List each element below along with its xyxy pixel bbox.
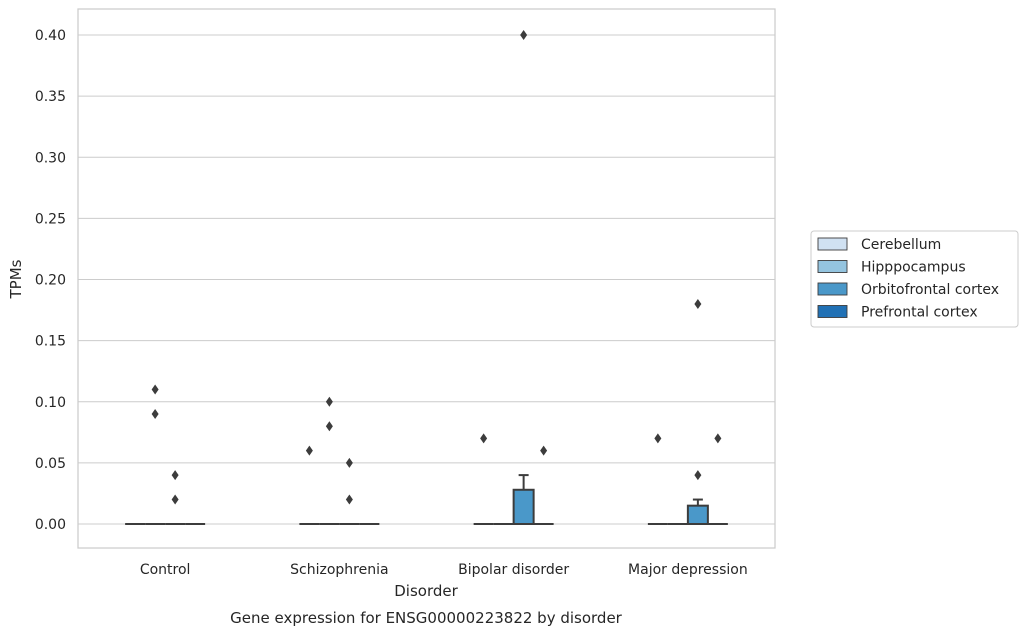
- x-tick-label: Bipolar disorder: [458, 562, 569, 578]
- legend-swatch: [817, 237, 848, 251]
- plot-frame: [77, 8, 776, 549]
- legend-entry-label: Prefrontal cortex: [861, 305, 978, 321]
- outlier-point: [520, 30, 528, 40]
- outlier-point: [171, 470, 179, 481]
- x-axis-ticks: Control Schizophrenia Bipolar disorder Majo…: [140, 562, 748, 578]
- outlier-point: [480, 433, 488, 444]
- legend-entry-label: Cerebellum: [861, 237, 941, 253]
- box: [686, 504, 709, 526]
- outlier-point: [540, 445, 548, 456]
- y-axis-ticks: 0.00 0.05 0.10 0.15 0.20 0.25 0.30 0.35 0.40: [35, 28, 66, 533]
- legend-swatch: [817, 305, 848, 318]
- legend-frame: [810, 230, 1019, 328]
- y-tick-label: 0.00: [35, 517, 66, 533]
- box: [512, 488, 535, 525]
- x-tick-label: Major depression: [628, 562, 748, 578]
- plot-data: [125, 30, 728, 526]
- x-axis-label: Disorder: [394, 582, 458, 600]
- outlier-point: [325, 421, 333, 432]
- x-tick-label: Schizophrenia: [290, 562, 388, 578]
- y-tick-label: 0.20: [35, 273, 66, 289]
- outlier-point: [151, 408, 159, 419]
- y-tick-label: 0.10: [35, 395, 66, 411]
- outlier-point: [694, 298, 702, 309]
- outlier-point: [171, 494, 179, 505]
- outlier-point: [694, 470, 702, 481]
- outlier-point: [654, 433, 662, 444]
- outlier-point: [305, 445, 313, 456]
- y-tick-label: 0.40: [35, 28, 66, 44]
- y-tick-label: 0.15: [35, 334, 66, 350]
- legend: Cerebellum Hipppocampus Orbitofrontal cort…: [810, 230, 1019, 328]
- outlier-point: [714, 433, 722, 444]
- y-axis-label: TPMs: [7, 259, 25, 299]
- y-tick-label: 0.25: [35, 211, 66, 227]
- outlier-point: [345, 494, 353, 505]
- legend-swatch: [817, 260, 848, 273]
- legend-entry-label: Orbitofrontal cortex: [861, 282, 999, 298]
- grid-lines: [78, 34, 775, 525]
- chart-title: Gene expression for ENSG00000223822 by d…: [230, 609, 623, 627]
- legend-swatch: [817, 282, 848, 296]
- outlier-point: [151, 384, 159, 395]
- y-tick-label: 0.35: [35, 89, 66, 105]
- y-tick-label: 0.30: [35, 150, 66, 166]
- outlier-point: [325, 396, 333, 407]
- y-tick-label: 0.05: [35, 456, 66, 472]
- legend-entry-label: Hipppocampus: [861, 260, 966, 276]
- x-tick-label: Control: [140, 562, 191, 578]
- outlier-point: [345, 457, 353, 468]
